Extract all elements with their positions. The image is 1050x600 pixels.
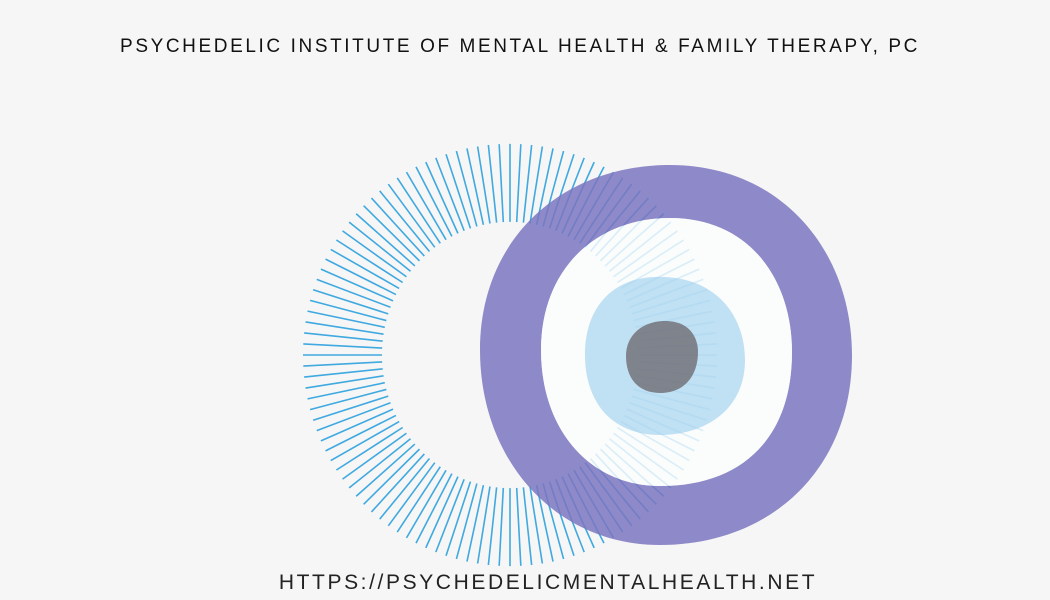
ray-line [476,486,491,564]
ray-line [476,146,491,224]
ray-line [304,368,383,378]
ray-line [529,146,544,224]
ray-line [355,213,416,267]
ray-line [379,190,431,253]
ray-line [535,485,554,562]
ray-line [379,457,431,520]
ray-line [355,443,416,497]
ray-line [305,321,384,335]
ray-line [303,361,383,367]
page-title: PSYCHEDELIC INSTITUTE OF MENTAL HEALTH &… [120,36,920,57]
purple-ring [480,164,852,545]
ray-line [363,448,421,505]
ray-line [498,144,505,223]
ray-line [309,299,387,322]
ray-line [487,144,498,223]
ray-line [335,426,404,471]
ray-line [320,268,394,302]
ray-line [522,487,533,566]
ray-line [303,343,383,349]
ray-line [387,183,436,248]
ray-line [455,150,478,227]
ray-line [455,483,478,560]
ray-line [330,420,400,462]
ray-line [305,375,384,389]
ray-line [335,239,404,284]
ray-line [445,153,472,229]
ray-line [415,473,453,544]
ray-line [309,388,387,411]
ray-line [370,453,425,513]
ray-line [370,197,425,257]
ray-line [415,166,453,237]
ray-line [396,466,441,533]
ray-line [316,401,391,432]
ray-line [515,487,522,566]
ray-line [522,144,533,223]
ray-line [330,248,400,290]
ray-line [466,485,485,562]
ray-line [487,487,498,566]
ray-line [312,395,389,422]
ray-line [445,481,472,557]
ray-line [466,148,485,225]
ray-line [387,462,436,527]
ray-line [363,205,421,262]
ray-line [312,288,389,315]
ray-line [342,230,407,278]
ray-line [515,144,522,223]
ray-line [435,157,465,232]
ray-line [320,408,394,442]
ray-line [435,478,465,553]
website-url[interactable]: HTTPS://PSYCHEDELICMENTALHEALTH.NET [278,571,818,594]
ray-line [307,381,385,400]
ray-line [405,469,447,539]
ray-line [325,258,397,296]
ray-line [498,487,505,566]
ray-line [529,486,544,564]
ray-line [325,414,397,452]
ray-line [405,171,447,241]
ray-line [307,310,385,329]
pupil [626,320,698,393]
ray-line [425,476,459,549]
ray-line [396,177,441,244]
ray-line [304,332,383,342]
ray-line [348,221,412,272]
ray-line [348,438,412,489]
ray-line [316,278,391,309]
ray-line [425,161,459,234]
ray-line [342,432,407,480]
